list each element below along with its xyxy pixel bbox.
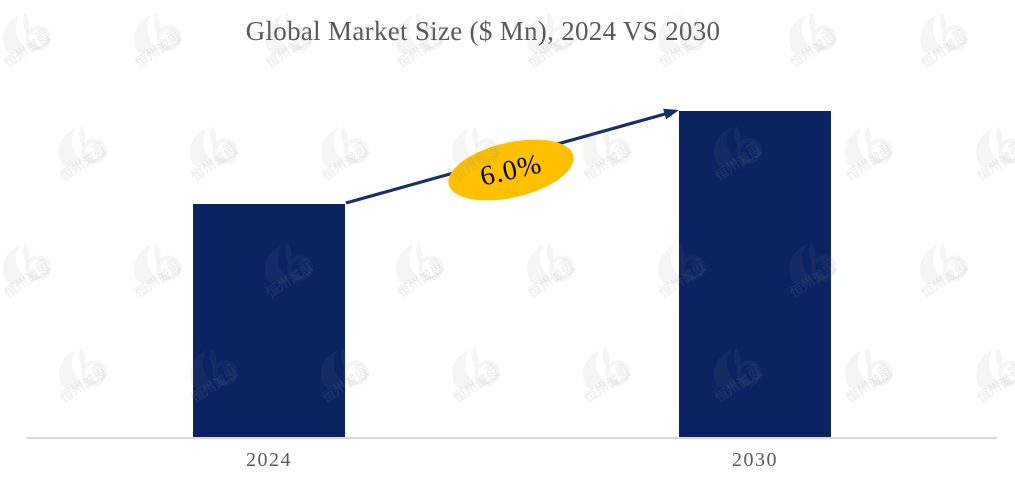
brand-watermark: 恒州诚思 bbox=[445, 125, 517, 187]
brand-logo-ring bbox=[998, 360, 1015, 386]
brand-watermark: 恒州诚思 bbox=[445, 347, 517, 409]
brand-watermark: 恒州诚思 bbox=[969, 125, 1015, 187]
growth-arrow-head-icon bbox=[663, 108, 679, 120]
brand-logo-icon bbox=[583, 126, 624, 167]
brand-logo-icon bbox=[321, 126, 362, 167]
brand-text: 恒州诚思 bbox=[319, 143, 371, 184]
brand-logo: 恒州诚思 bbox=[57, 126, 109, 184]
brand-logo-ring bbox=[942, 255, 968, 281]
brand-text: 恒州诚思 bbox=[1, 260, 53, 301]
brand-text: 恒州诚思 bbox=[394, 260, 446, 301]
brand-logo-ring bbox=[549, 255, 575, 281]
brand-logo-icon bbox=[527, 243, 568, 284]
brand-logo-ring bbox=[81, 138, 107, 164]
brand-logo-ring bbox=[156, 255, 182, 281]
growth-arrow-line bbox=[345, 112, 666, 205]
brand-watermark: 恒州诚思 bbox=[183, 125, 255, 187]
brand-text: 恒州诚思 bbox=[57, 143, 109, 184]
brand-logo-ring bbox=[605, 360, 631, 386]
brand-text: 恒州诚思 bbox=[581, 365, 633, 406]
brand-logo-ring bbox=[418, 255, 444, 281]
brand-logo: 恒州诚思 bbox=[843, 348, 895, 406]
brand-logo: 恒州诚思 bbox=[132, 243, 184, 301]
brand-logo-icon bbox=[976, 126, 1015, 167]
brand-logo-ring bbox=[474, 360, 500, 386]
brand-watermark: 恒州诚思 bbox=[520, 242, 592, 304]
brand-logo-ring bbox=[867, 360, 893, 386]
brand-logo-icon bbox=[190, 126, 231, 167]
brand-logo-icon bbox=[59, 126, 100, 167]
brand-watermark: 恒州诚思 bbox=[913, 242, 985, 304]
brand-logo-icon bbox=[59, 348, 100, 389]
brand-watermark: 恒州诚思 bbox=[969, 347, 1015, 409]
brand-logo: 恒州诚思 bbox=[581, 126, 633, 184]
brand-logo-ring bbox=[343, 138, 369, 164]
brand-logo: 恒州诚思 bbox=[450, 348, 502, 406]
brand-logo-icon bbox=[134, 243, 175, 284]
brand-logo-icon bbox=[452, 348, 493, 389]
brand-logo-icon bbox=[845, 126, 886, 167]
chart-title: Global Market Size ($ Mn), 2024 VS 2030 bbox=[245, 16, 721, 46]
brand-logo: 恒州诚思 bbox=[525, 243, 577, 301]
brand-logo: 恒州诚思 bbox=[394, 243, 446, 301]
brand-watermark: 恒州诚思 bbox=[389, 242, 461, 304]
brand-logo: 恒州诚思 bbox=[188, 126, 240, 184]
cagr-badge bbox=[448, 139, 574, 201]
brand-logo: 恒州诚思 bbox=[974, 348, 1015, 406]
brand-text: 恒州诚思 bbox=[843, 365, 895, 406]
cagr-label: 6.0% bbox=[477, 148, 545, 192]
brand-watermark: 恒州诚思 bbox=[838, 125, 910, 187]
brand-logo: 恒州诚思 bbox=[319, 126, 371, 184]
brand-logo-icon bbox=[583, 348, 624, 389]
bar-2024 bbox=[193, 204, 345, 438]
brand-watermark: 恒州诚思 bbox=[314, 125, 386, 187]
brand-watermark: 恒州诚思 bbox=[838, 347, 910, 409]
brand-logo: 恒州诚思 bbox=[450, 126, 502, 184]
brand-logo: 恒州诚思 bbox=[57, 348, 109, 406]
brand-text: 恒州诚思 bbox=[132, 260, 184, 301]
brand-logo-ring bbox=[867, 138, 893, 164]
brand-logo-icon bbox=[396, 243, 437, 284]
brand-text: 恒州诚思 bbox=[450, 143, 502, 184]
brand-text: 恒州诚思 bbox=[918, 260, 970, 301]
brand-logo: 恒州诚思 bbox=[1, 243, 53, 301]
brand-logo: 恒州诚思 bbox=[974, 126, 1015, 184]
brand-logo-ring bbox=[998, 138, 1015, 164]
brand-text: 恒州诚思 bbox=[974, 365, 1015, 406]
brand-watermark: 恒州诚思 bbox=[52, 125, 124, 187]
brand-text: 恒州诚思 bbox=[843, 143, 895, 184]
brand-logo-ring bbox=[474, 138, 500, 164]
brand-text: 恒州诚思 bbox=[188, 143, 240, 184]
brand-watermark: 恒州诚思 bbox=[0, 242, 68, 304]
brand-watermark: 恒州诚思 bbox=[576, 125, 648, 187]
brand-text: 恒州诚思 bbox=[57, 365, 109, 406]
brand-logo-icon bbox=[845, 348, 886, 389]
brand-logo-icon bbox=[3, 243, 44, 284]
x-tick-label-2024: 2024 bbox=[246, 449, 292, 471]
brand-text: 恒州诚思 bbox=[581, 143, 633, 184]
brand-text: 恒州诚思 bbox=[450, 365, 502, 406]
brand-logo-icon bbox=[976, 348, 1015, 389]
brand-watermark: 恒州诚思 bbox=[127, 242, 199, 304]
brand-logo: 恒州诚思 bbox=[918, 243, 970, 301]
x-axis-line bbox=[26, 437, 997, 439]
brand-logo-ring bbox=[343, 360, 369, 386]
brand-watermark: 恒州诚思 bbox=[52, 347, 124, 409]
brand-logo-ring bbox=[25, 255, 51, 281]
x-tick-label-2030: 2030 bbox=[732, 449, 778, 471]
brand-logo: 恒州诚思 bbox=[581, 348, 633, 406]
brand-logo-ring bbox=[605, 138, 631, 164]
brand-logo: 恒州诚思 bbox=[843, 126, 895, 184]
brand-text: 恒州诚思 bbox=[974, 143, 1015, 184]
brand-logo-ring bbox=[81, 360, 107, 386]
brand-watermark: 恒州诚思 bbox=[576, 347, 648, 409]
brand-logo-ring bbox=[212, 138, 238, 164]
bar-2030 bbox=[679, 111, 831, 438]
brand-text: 恒州诚思 bbox=[525, 260, 577, 301]
brand-logo-icon bbox=[452, 126, 493, 167]
brand-logo-icon bbox=[920, 243, 961, 284]
